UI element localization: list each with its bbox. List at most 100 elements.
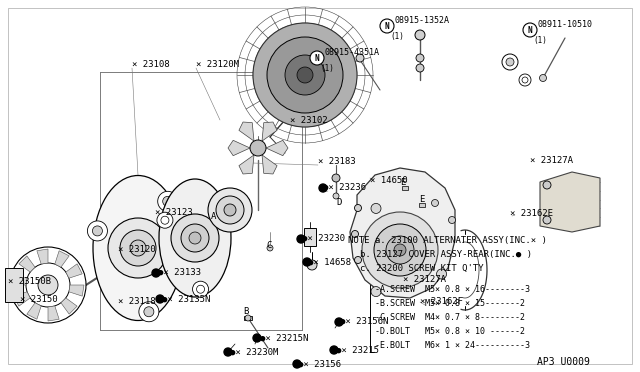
Circle shape	[506, 58, 514, 66]
Circle shape	[431, 199, 438, 206]
Text: ●× 23156N: ●× 23156N	[340, 317, 388, 326]
Circle shape	[394, 244, 406, 256]
Circle shape	[208, 188, 252, 232]
Text: -E.BOLT   M6× 1 × 24----------3: -E.BOLT M6× 1 × 24----------3	[375, 341, 530, 350]
Text: c. 23200 SCREW KIT Q'TY: c. 23200 SCREW KIT Q'TY	[360, 263, 484, 273]
Circle shape	[297, 235, 305, 243]
Text: × 23127A: × 23127A	[530, 155, 573, 164]
Text: -D.BOLT   M5× 0.8 × 10 ------2: -D.BOLT M5× 0.8 × 10 ------2	[375, 327, 525, 337]
Bar	[5, 268, 23, 302]
Polygon shape	[61, 298, 77, 314]
Circle shape	[335, 318, 343, 326]
Circle shape	[449, 217, 456, 224]
Circle shape	[211, 196, 227, 212]
Text: × 14650: × 14650	[370, 176, 408, 185]
Text: ●× 23133: ●× 23133	[158, 267, 201, 276]
Polygon shape	[350, 168, 455, 298]
Text: (1): (1)	[320, 64, 334, 73]
Circle shape	[540, 74, 547, 81]
Ellipse shape	[93, 176, 183, 321]
Circle shape	[216, 196, 244, 224]
Polygon shape	[55, 251, 69, 267]
Text: C: C	[266, 241, 271, 250]
Circle shape	[523, 23, 537, 37]
Polygon shape	[48, 306, 59, 321]
Text: 08915-1352A: 08915-1352A	[395, 16, 450, 25]
Circle shape	[224, 348, 232, 356]
Text: × 23183: × 23183	[318, 157, 356, 166]
Bar	[419, 203, 425, 207]
Circle shape	[415, 30, 425, 40]
Text: N: N	[315, 54, 319, 62]
Circle shape	[108, 218, 168, 278]
Circle shape	[303, 258, 311, 266]
Circle shape	[171, 214, 219, 262]
Circle shape	[310, 51, 324, 65]
Text: B: B	[243, 307, 248, 315]
Bar	[304, 228, 316, 246]
Text: × 23127A: × 23127A	[403, 276, 446, 285]
Text: E: E	[400, 177, 405, 186]
Text: (1): (1)	[533, 35, 547, 45]
Text: ●× 23230: ●× 23230	[302, 234, 345, 243]
Text: -A.SCREW  M5× 0.8 × 16--------3: -A.SCREW M5× 0.8 × 16--------3	[375, 285, 530, 295]
Circle shape	[330, 346, 338, 354]
Circle shape	[189, 232, 201, 244]
Text: × 23102: × 23102	[290, 115, 328, 125]
Text: A: A	[211, 212, 216, 221]
Circle shape	[130, 240, 146, 256]
Circle shape	[371, 286, 381, 296]
Circle shape	[351, 231, 358, 237]
Text: N: N	[385, 22, 389, 31]
Circle shape	[88, 221, 108, 241]
Text: ●× 23215: ●× 23215	[336, 346, 379, 355]
Text: ●× 23236: ●× 23236	[323, 183, 366, 192]
Text: × 23162E: × 23162E	[510, 208, 553, 218]
Circle shape	[380, 19, 394, 33]
Text: E: E	[419, 195, 424, 203]
Polygon shape	[262, 122, 277, 141]
Circle shape	[285, 55, 325, 95]
Circle shape	[355, 257, 362, 263]
Text: × 23120M: × 23120M	[196, 60, 239, 68]
Polygon shape	[239, 122, 254, 141]
Circle shape	[297, 67, 313, 83]
Text: × 23150B: × 23150B	[8, 278, 51, 286]
Bar	[402, 186, 408, 190]
Circle shape	[120, 230, 156, 266]
Circle shape	[163, 196, 173, 206]
Circle shape	[543, 181, 551, 189]
Text: NOTE a. 23100 ALTERNATER ASSY(INC.× ): NOTE a. 23100 ALTERNATER ASSY(INC.× )	[348, 235, 547, 244]
Polygon shape	[27, 303, 41, 319]
Circle shape	[144, 307, 154, 317]
Circle shape	[436, 269, 447, 279]
Circle shape	[502, 54, 518, 70]
Polygon shape	[540, 172, 600, 232]
Circle shape	[355, 205, 362, 212]
Polygon shape	[19, 256, 35, 272]
Circle shape	[416, 64, 424, 72]
Text: ●× 14658: ●× 14658	[308, 257, 351, 266]
Circle shape	[26, 263, 70, 307]
Circle shape	[319, 184, 327, 192]
Circle shape	[156, 295, 164, 303]
Circle shape	[253, 23, 357, 127]
Polygon shape	[239, 155, 254, 174]
Circle shape	[543, 216, 551, 224]
Text: N: N	[528, 26, 532, 35]
Text: ●× 23215N: ●× 23215N	[260, 334, 308, 343]
Text: × 23123: × 23123	[155, 208, 193, 217]
Text: × 23108: × 23108	[132, 60, 170, 68]
Circle shape	[519, 74, 531, 86]
Circle shape	[333, 193, 339, 199]
Text: × 23120: × 23120	[118, 244, 156, 253]
Circle shape	[250, 140, 266, 156]
Circle shape	[416, 54, 424, 62]
Polygon shape	[14, 292, 30, 306]
Polygon shape	[266, 140, 288, 156]
Text: ●× 23156: ●× 23156	[298, 359, 341, 369]
Circle shape	[371, 203, 381, 214]
Text: AP3 U0009: AP3 U0009	[537, 357, 590, 367]
Text: × 23162F: × 23162F	[420, 298, 463, 307]
Text: × 23118: × 23118	[118, 298, 156, 307]
